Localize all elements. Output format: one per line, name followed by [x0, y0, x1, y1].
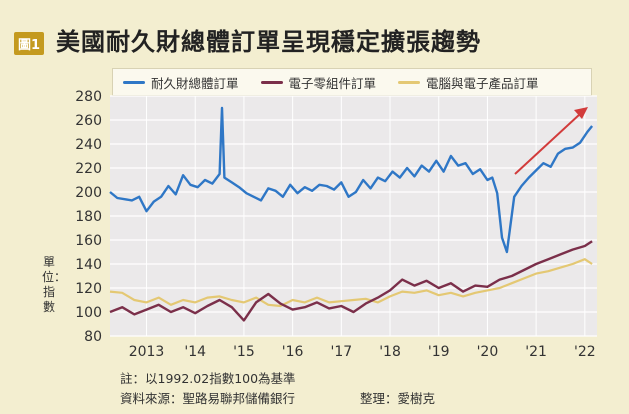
legend-swatch-durable	[123, 80, 145, 84]
legend-swatch-computer	[398, 80, 421, 84]
legend-item-electronic: 電子零組件訂單	[260, 73, 377, 92]
trend-arrow	[514, 107, 588, 175]
chart-credit: 整理：愛樹克	[360, 391, 436, 406]
x-tick-label: '17	[330, 344, 352, 360]
y-axis-ticks: 80 100 120 140 160 180 200 220 240 260 280	[75, 89, 102, 345]
y-tick-label: 260	[75, 113, 102, 129]
x-tick-label: '14	[184, 344, 206, 360]
legend-label-computer: 電腦與電子產品訂單	[426, 75, 539, 91]
chart-note: 註：以1992.02指數100為基準	[120, 371, 296, 386]
x-axis-ticks: 2013 '14 '15 '16 '17 '18 '19 '20 '21 '22	[129, 344, 596, 360]
y-tick-label: 140	[75, 257, 102, 273]
y-tick-label: 220	[75, 161, 102, 177]
figure-badge: 圖1	[14, 32, 45, 55]
figure-title: 美國耐久財總體訂單呈現穩定擴張趨勢	[56, 28, 481, 56]
x-tick-label: 2013	[129, 344, 165, 360]
y-tick-label: 80	[84, 329, 102, 345]
trend-arrow-head	[574, 107, 588, 119]
grid-lines	[110, 95, 597, 337]
x-tick-label: '22	[574, 344, 596, 360]
y-tick-label: 240	[75, 137, 102, 153]
x-tick-label: '18	[379, 344, 401, 360]
x-tick-label: '19	[428, 344, 450, 360]
x-tick-label: '21	[525, 344, 547, 360]
x-tick-label: '20	[477, 344, 499, 360]
trend-arrow-line	[514, 113, 581, 175]
legend-label-electronic: 電子零組件訂單	[288, 75, 377, 91]
legend-item-computer: 電腦與電子產品訂單	[398, 73, 539, 92]
series-lines	[109, 106, 594, 322]
x-tick-label: '15	[233, 344, 255, 360]
legend-item-durable: 耐久財總體訂單	[123, 73, 239, 92]
y-tick-label: 120	[75, 281, 102, 297]
chart-source: 資料來源：聖路易聯邦儲備銀行	[120, 391, 296, 406]
y-tick-label: 200	[75, 185, 102, 201]
series-line-computer-electronics	[109, 258, 593, 308]
legend-swatch-electronic	[260, 80, 283, 84]
y-tick-label: 160	[75, 233, 102, 249]
y-axis-label: 單位：指數	[42, 255, 67, 314]
series-line-electronic-components	[109, 240, 593, 322]
legend-label-durable: 耐久財總體訂單	[151, 75, 239, 91]
series-line-durable-goods	[109, 106, 594, 254]
x-tick-label: '16	[282, 344, 304, 360]
y-tick-label: 180	[75, 209, 102, 225]
y-tick-label: 280	[75, 89, 102, 105]
y-tick-label: 100	[75, 305, 102, 321]
